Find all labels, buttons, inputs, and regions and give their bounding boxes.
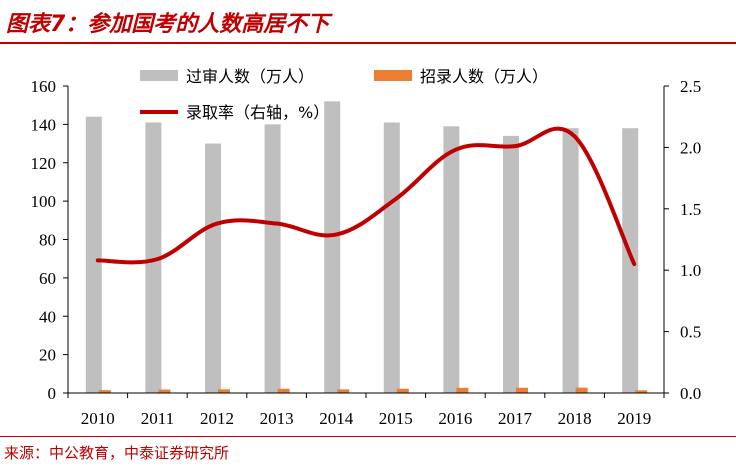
- legend-label-total: 过审人数（万人）: [186, 67, 314, 86]
- x-tick-label: 2019: [617, 409, 651, 428]
- bar-total-2016: [443, 126, 460, 393]
- bar-hired-2015: [396, 388, 409, 393]
- legend: 过审人数（万人） 招录人数（万人） 录取率（右轴，%）: [140, 67, 548, 122]
- y-right-tick-label: 0.0: [680, 384, 701, 403]
- x-tick-label: 2014: [319, 409, 354, 428]
- bar-hired-2018: [575, 387, 588, 393]
- bar-hired-2016: [456, 387, 469, 393]
- y-left-tick-label: 120: [31, 154, 57, 173]
- bar-total-2012: [205, 143, 221, 393]
- y-left-tick-label: 160: [31, 77, 57, 96]
- bar-hired-2017: [516, 387, 528, 393]
- legend-swatch-hired: [374, 70, 412, 81]
- title-bar: [0, 0, 736, 44]
- legend-swatch-total: [140, 70, 178, 81]
- line-group: [95, 126, 637, 267]
- bar-total-2019: [622, 128, 639, 393]
- y-right-tick-label: 1.0: [680, 261, 701, 280]
- x-tick-label: 2018: [558, 409, 592, 428]
- source-rule: [0, 436, 736, 437]
- bar-hired-2012: [218, 389, 230, 393]
- bar-total-2013: [264, 124, 281, 393]
- bar-total-2017: [503, 135, 519, 393]
- y-left-tick-label: 100: [31, 192, 57, 211]
- y-right-tick-label: 1.5: [680, 200, 701, 219]
- x-tick-label: 2013: [260, 409, 294, 428]
- bar-total-2014: [324, 101, 341, 393]
- axes-group: 0 20 40 60 80 100 120 140 160 0.0 0.5 1.0 1.5 2.0 2.5 2…: [31, 77, 702, 428]
- y-right-tick-label: 2.0: [680, 138, 701, 157]
- bar-group: [85, 101, 648, 394]
- y-left-tick-label: 140: [31, 115, 57, 134]
- y-left-tick-label: 0: [48, 384, 57, 403]
- bar-total-2018: [562, 128, 579, 393]
- y-left-tick-label: 40: [39, 307, 56, 326]
- y-right-tick-label: 0.5: [680, 323, 701, 342]
- legend-label-rate: 录取率（右轴，%）: [186, 103, 329, 122]
- legend-label-hired: 招录人数（万人）: [420, 67, 548, 86]
- x-tick-label: 2015: [379, 409, 413, 428]
- y-left-tick-label: 20: [39, 346, 56, 365]
- bar-total-2011: [145, 122, 162, 394]
- y-left-tick-label: 60: [39, 269, 56, 288]
- x-tick-label: 2012: [200, 409, 234, 428]
- bar-hired-2011: [158, 389, 171, 393]
- x-tick-label: 2017: [498, 409, 533, 428]
- bar-hired-2010: [98, 390, 111, 393]
- bar-hired-2014: [337, 389, 350, 393]
- bar-hired-2013: [277, 388, 290, 393]
- bar-total-2010: [85, 116, 102, 393]
- x-tick-label: 2016: [438, 409, 472, 428]
- source-note: 来源：中公教育，中泰证券研究所: [4, 444, 230, 462]
- x-tick-label: 2010: [81, 409, 115, 428]
- chart-title: 图表7：参加国考的人数高居不下: [6, 12, 330, 37]
- x-tick-label: 2011: [141, 409, 174, 428]
- y-right-tick-label: 2.5: [680, 77, 701, 96]
- bar-total-2015: [383, 122, 400, 394]
- y-left-tick-label: 80: [39, 231, 56, 250]
- rate-line: [95, 126, 637, 267]
- bar-hired-2019: [635, 390, 648, 393]
